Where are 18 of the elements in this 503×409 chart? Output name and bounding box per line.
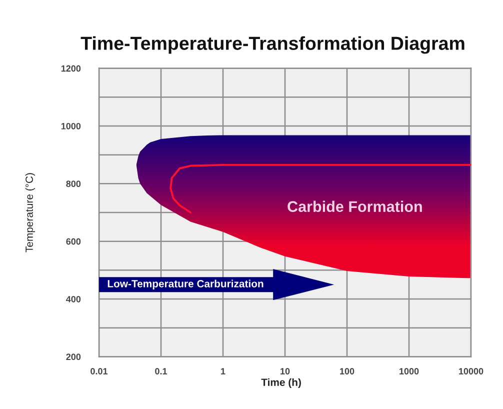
y-tick-label: 200	[66, 354, 81, 360]
series-label: Carbide Formation	[288, 200, 422, 212]
y-tick-label: 400	[66, 296, 81, 302]
x-tick-label: 1	[221, 368, 226, 374]
x-tick-label: 10000	[459, 368, 484, 374]
chart-title: Time-Temperature-Transformation Diagram	[80, 36, 464, 54]
y-axis-title: Temperature (°C)	[25, 173, 36, 252]
x-tick-label: 0.1	[155, 368, 168, 374]
y-tick-label: 1200	[61, 65, 81, 72]
x-tick-label: 1000	[400, 368, 419, 374]
y-tick-label: 1000	[61, 122, 81, 130]
x-tick-label: 100	[340, 368, 354, 374]
x-tick-label: 10	[280, 368, 290, 374]
y-tick-label: 600	[66, 238, 81, 245]
x-axis-title: Time (h)	[261, 378, 301, 388]
y-tick-label: 800	[66, 180, 81, 188]
annotation: Low-Temperature Carburization	[108, 280, 264, 290]
x-tick-label: 0.01	[90, 368, 108, 374]
